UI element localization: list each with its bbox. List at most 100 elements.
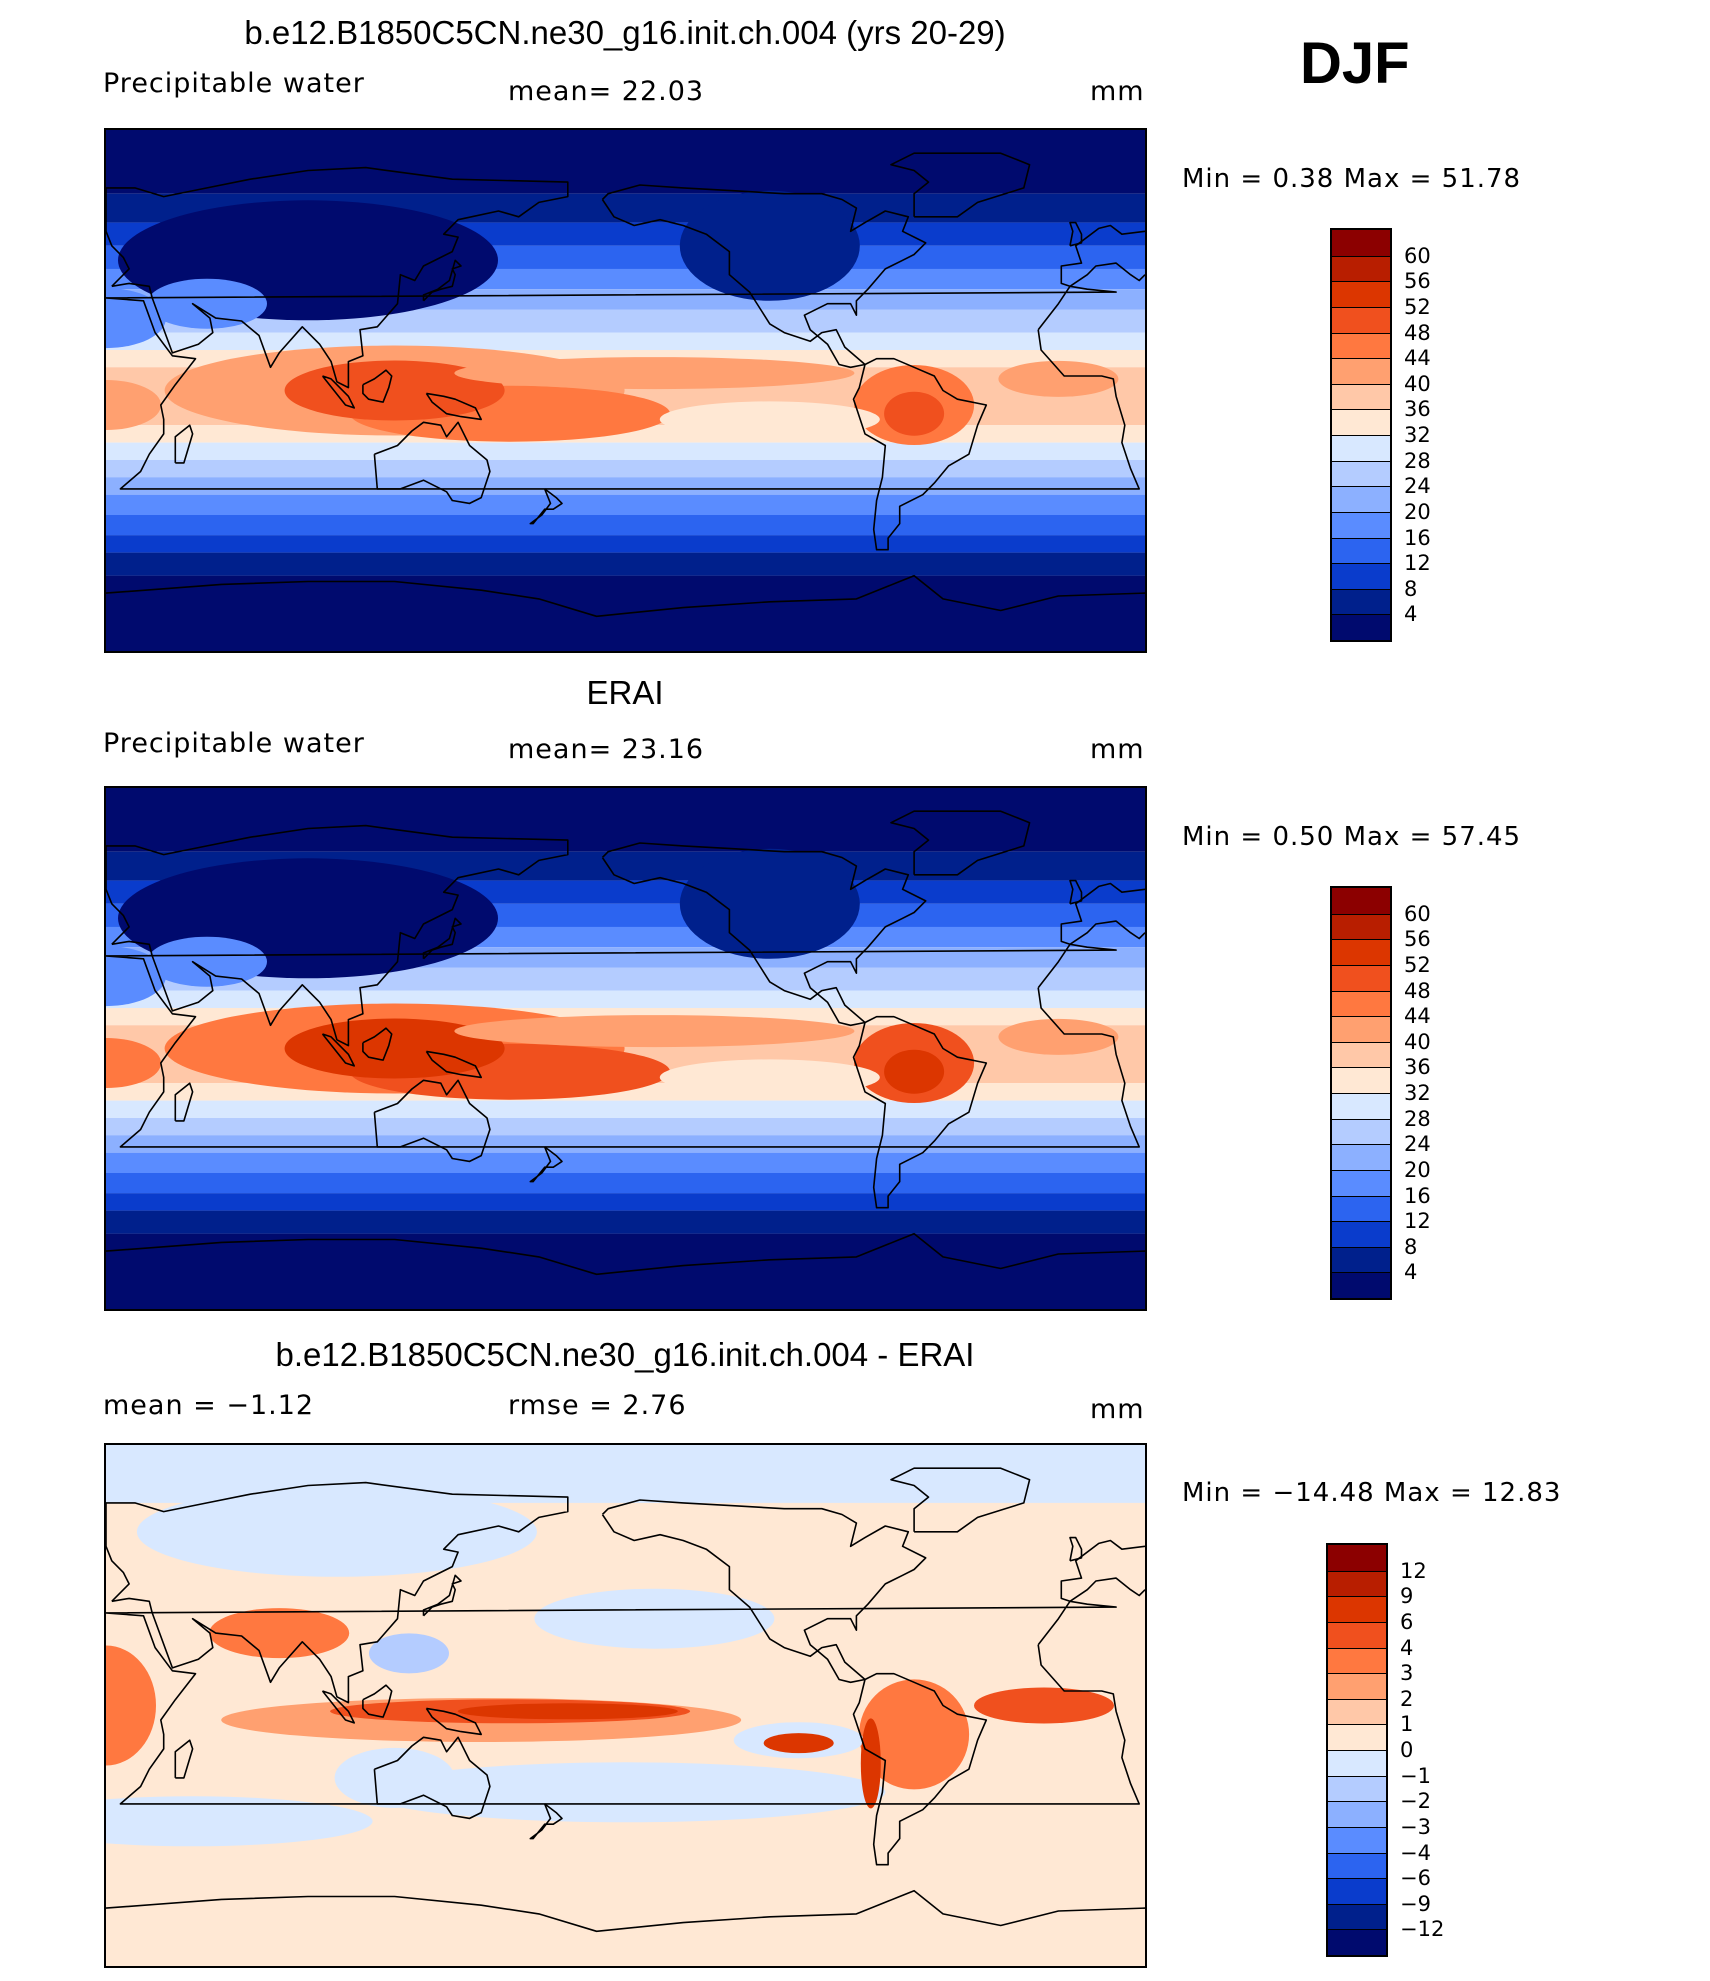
colorbar-swatch [1332, 588, 1390, 615]
season-label: DJF [1300, 31, 1410, 96]
coastline [529, 488, 563, 525]
colorbar-tick-label: 28 [1404, 448, 1431, 473]
colorbar-tick-label: 52 [1404, 294, 1431, 319]
colorbar-tick-label: 40 [1404, 1029, 1431, 1054]
colorbar-tick-label: 52 [1404, 952, 1431, 977]
colorbar-tick-label: 36 [1404, 1055, 1431, 1080]
colorbar-swatch [1328, 1750, 1386, 1776]
coastline [373, 1736, 491, 1820]
panel1-variable: Precipitable water [103, 68, 365, 99]
panel1-map [104, 128, 1147, 653]
colorbar-swatch [1328, 1545, 1386, 1571]
colorbar-swatch [1332, 1118, 1390, 1145]
coastline [422, 1574, 462, 1617]
coastline [1069, 1536, 1083, 1562]
colorbar-swatch [1328, 1775, 1386, 1802]
colorbar-tick-label: 40 [1404, 371, 1431, 396]
panel3-minmax: Min = −14.48 Max = 12.83 [1182, 1478, 1562, 1508]
coastline [852, 1672, 988, 1866]
colorbar-tick-label: 48 [1404, 320, 1431, 345]
coastlines [106, 1467, 1145, 1933]
colorbar-swatch [1332, 486, 1390, 512]
coastline [1060, 1539, 1145, 1603]
colorbar-swatch [1332, 1221, 1390, 1247]
colorbar-swatch [1332, 409, 1390, 435]
colorbar-tick-label: 60 [1404, 901, 1431, 926]
colorbar-swatch [1328, 1570, 1386, 1597]
colorbar-swatch [1332, 888, 1390, 914]
colorbar-swatch [1328, 1698, 1386, 1725]
coastline [373, 421, 491, 505]
panel3-colorbar [1326, 1543, 1388, 1957]
coastline [174, 1082, 194, 1122]
coastline [174, 424, 194, 464]
colorbar-swatch [1332, 383, 1390, 410]
colorbar-swatch [1332, 964, 1390, 991]
coastline [1060, 224, 1145, 288]
colorbar-tick-label: −2 [1400, 1789, 1431, 1814]
panel2-title: ERAI [586, 674, 664, 711]
coastline [425, 392, 483, 421]
coastline [890, 152, 1031, 218]
colorbar-tick-label: −9 [1400, 1891, 1431, 1916]
colorbar-tick-label: 4 [1400, 1635, 1414, 1660]
colorbar-swatch [1332, 230, 1390, 256]
colorbar-tick-label: 36 [1404, 397, 1431, 422]
colorbar-swatch [1332, 913, 1390, 940]
colorbar-swatch [1328, 1852, 1386, 1879]
panel1-colorbar [1330, 228, 1392, 642]
panel2-colorbar [1330, 886, 1392, 1300]
panel3-mean: mean = −1.12 [103, 1390, 315, 1421]
coastline [174, 1739, 194, 1779]
panel2-minmax: Min = 0.50 Max = 57.45 [1182, 822, 1522, 852]
colorbar-swatch [1332, 435, 1390, 461]
colorbar-tick-label: 12 [1400, 1558, 1427, 1583]
colorbar-tick-label: 16 [1404, 525, 1431, 550]
coastline [106, 285, 1140, 490]
colorbar-swatch [1332, 306, 1390, 333]
panel3-map [104, 1443, 1147, 1968]
coastline [106, 1232, 1145, 1276]
colorbar-tick-label: −1 [1400, 1763, 1431, 1788]
coastline [852, 1015, 988, 1209]
coastline [321, 1690, 355, 1724]
colorbar-tick-label: 3 [1400, 1661, 1414, 1686]
colorbar-tick-label: 48 [1404, 978, 1431, 1003]
coastline [422, 259, 462, 302]
coastline [106, 574, 1145, 618]
coastlines [106, 810, 1145, 1276]
contour-field [106, 1445, 1145, 1966]
coastline [106, 1481, 569, 1704]
colorbar-tick-label: −4 [1400, 1840, 1431, 1865]
colorbar-swatch [1328, 1826, 1386, 1853]
colorbar-swatch [1332, 1067, 1390, 1093]
colorbar-tick-label: −6 [1400, 1866, 1431, 1891]
colorbar-swatch [1332, 281, 1390, 307]
coastline [106, 166, 569, 389]
colorbar-tick-label: 12 [1404, 1209, 1431, 1234]
coastline [362, 1027, 393, 1061]
coastline [1060, 882, 1145, 946]
coastline [373, 1079, 491, 1163]
colorbar-tick-label: 32 [1404, 1081, 1431, 1105]
colorbar-swatch [1328, 1878, 1386, 1904]
colorbar-tick-label: 32 [1404, 423, 1431, 447]
coastline [601, 1499, 927, 1684]
panel1-units: mm [1090, 76, 1145, 107]
coastline [106, 1889, 1145, 1933]
coastline [852, 357, 988, 551]
colorbar-tick-label: 56 [1404, 927, 1431, 952]
colorbar-tick-label: 9 [1400, 1584, 1414, 1609]
colorbar-swatch [1332, 1272, 1390, 1298]
colorbar-swatch [1332, 1144, 1390, 1170]
panel3-units: mm [1090, 1394, 1145, 1425]
colorbar-swatch [1328, 1724, 1386, 1750]
colorbar-swatch [1332, 537, 1390, 564]
panel1-title: b.e12.B1850C5CN.ne30_g16.init.ch.004 (yr… [244, 14, 1006, 51]
coastline [422, 917, 462, 960]
colorbar-tick-label: 4 [1404, 1260, 1418, 1285]
coastline [529, 1146, 563, 1183]
coastline [890, 1467, 1031, 1533]
colorbar-swatch [1332, 939, 1390, 965]
colorbar-tick-label: −12 [1400, 1917, 1445, 1942]
